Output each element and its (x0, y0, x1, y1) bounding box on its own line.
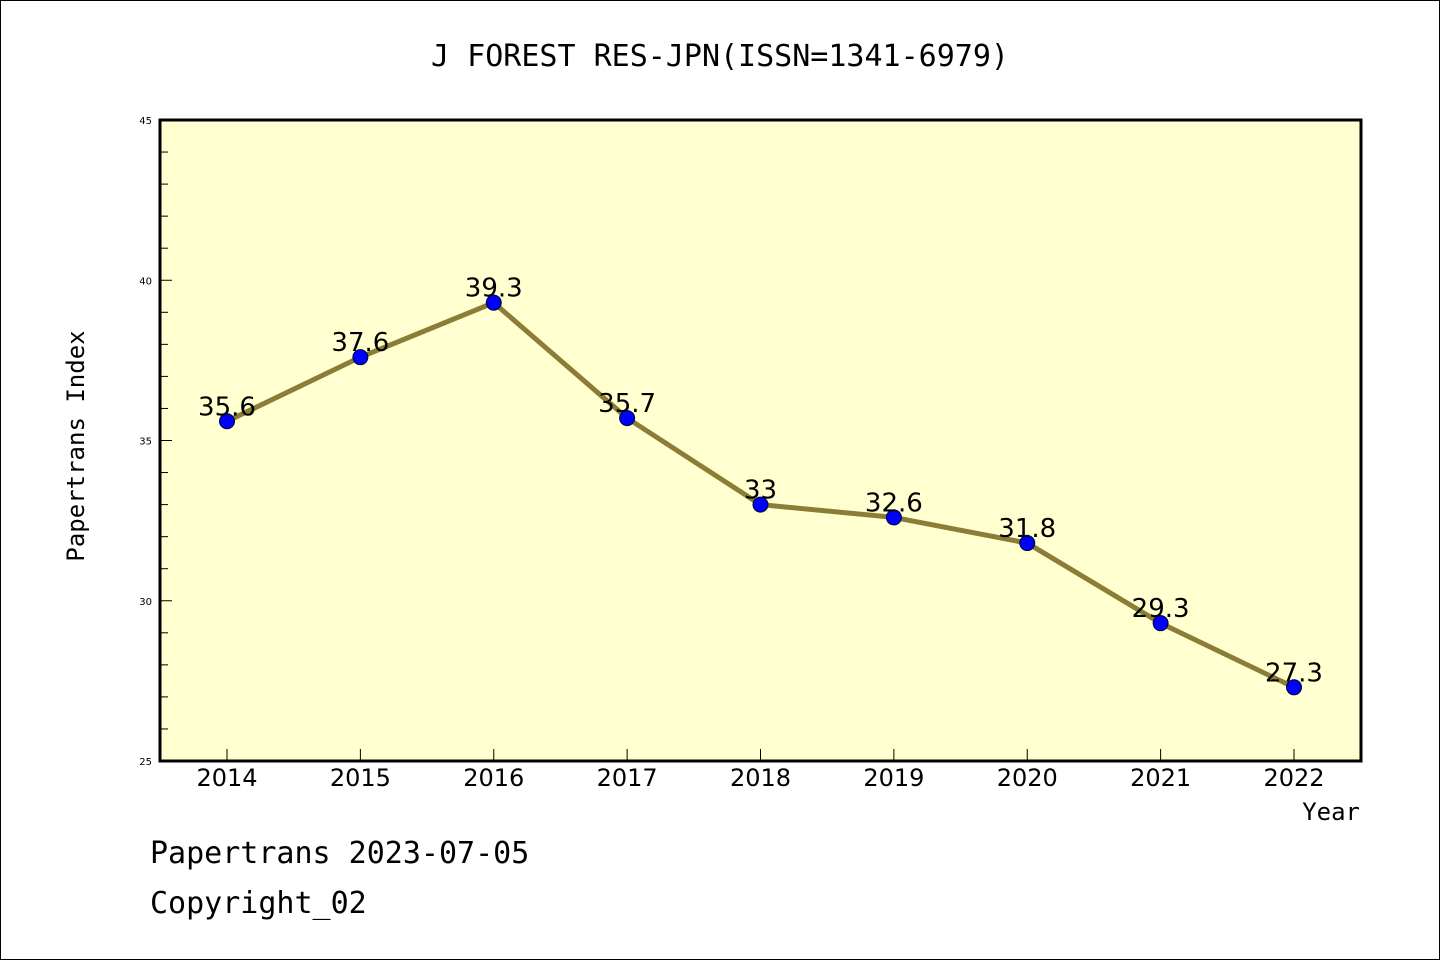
y-minor-ticks (160, 151, 168, 730)
data-point (1286, 679, 1302, 696)
plot-area (158, 118, 1363, 763)
data-label: 27.3 (1265, 658, 1323, 688)
data-markers (219, 294, 1302, 696)
x-tick-label: 2017 (597, 764, 658, 792)
footer-copyright: Copyright_02 (150, 886, 367, 921)
data-label: 31.8 (998, 514, 1056, 544)
x-axis-ticks: 2014 2015 2016 2017 2018 2019 2020 2021 2022 (196, 749, 1325, 792)
x-tick-label: 2019 (863, 764, 924, 792)
data-point (885, 509, 902, 526)
x-tick-label: 2022 (1263, 764, 1324, 792)
x-tick-label: 2020 (997, 764, 1058, 792)
data-label: 32.6 (865, 488, 923, 518)
data-label: 29.3 (1132, 594, 1190, 624)
data-label: 39.3 (465, 274, 523, 304)
x-tick-label: 2014 (196, 764, 257, 792)
data-point (1019, 535, 1036, 552)
x-tick-label: 2015 (330, 764, 391, 792)
x-tick-label: 2021 (1130, 764, 1191, 792)
data-label: 35.6 (198, 392, 256, 422)
data-point (619, 410, 636, 427)
data-point (485, 294, 502, 311)
chart-title: J FOREST RES-JPN(ISSN=1341-6979) (431, 39, 1009, 74)
data-point (352, 349, 369, 366)
x-axis-label: Year (1302, 798, 1360, 826)
data-point (219, 413, 235, 430)
y-axis-ticks: 25 30 35 40 45 (139, 116, 172, 768)
x-tick-label: 2018 (730, 764, 791, 792)
y-tick-label: 25 (139, 757, 152, 768)
x-tick-label: 2016 (463, 764, 524, 792)
y-tick-label: 40 (139, 276, 152, 287)
data-labels: 35.6 37.6 39.3 35.7 33 32.6 31.8 29.3 27.3 (198, 274, 1323, 689)
data-label: 33 (744, 476, 777, 506)
y-tick-label: 35 (139, 437, 152, 448)
data-label: 37.6 (331, 328, 389, 358)
y-tick-label: 45 (139, 116, 152, 127)
y-axis-label: Papertrans Index (62, 330, 90, 561)
data-point (1152, 615, 1169, 632)
y-tick-label: 30 (139, 597, 152, 608)
data-label: 35.7 (598, 389, 656, 419)
footer-date: Papertrans 2023-07-05 (150, 836, 529, 871)
data-point (752, 496, 769, 513)
